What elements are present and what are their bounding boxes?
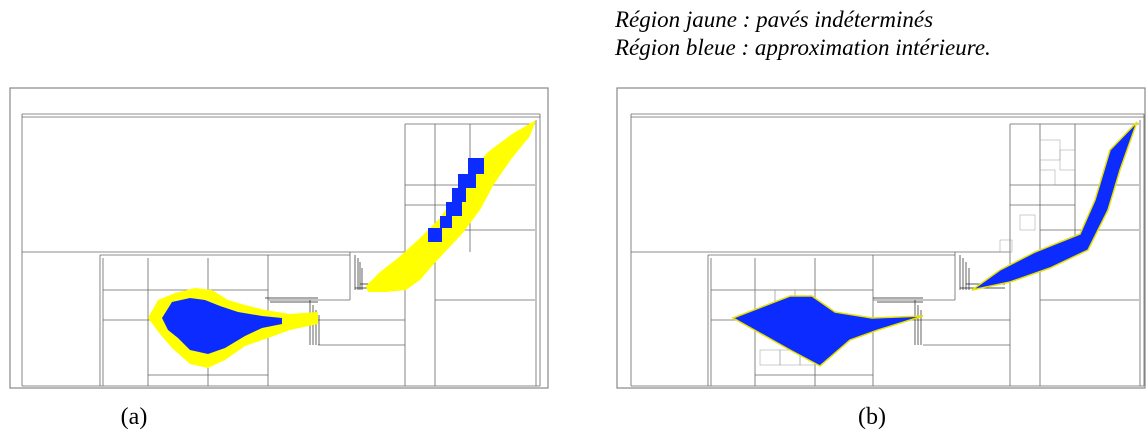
legend-blue-region: Région bleue : approximation intérieure.	[615, 35, 991, 60]
panel-a-blue-upper-region	[428, 158, 484, 242]
legend: Région jaune : pavés indéterminés Région…	[615, 6, 991, 62]
panel-b-frame	[616, 87, 1146, 389]
panel-b-blue-lower-region	[731, 295, 924, 367]
legend-yellow-region: Région jaune : pavés indéterminés	[615, 7, 934, 32]
panel-b-blue-upper-region	[971, 121, 1138, 291]
caption-b: (b)	[858, 404, 886, 430]
caption-a: (a)	[120, 404, 148, 430]
panel-a-blue-lower-region	[162, 298, 282, 354]
panel-a-frame	[9, 87, 549, 389]
